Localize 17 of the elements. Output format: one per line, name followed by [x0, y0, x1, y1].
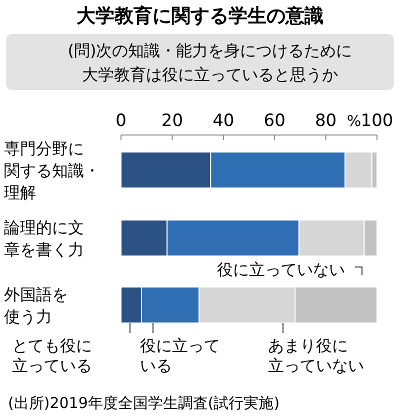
chart-subtitle: (問)次の知識・能力を身につけるために大学教育は役に立っていると思うか	[68, 41, 352, 84]
x-tick-label: 0	[116, 111, 126, 131]
x-tick-label: 60	[264, 111, 286, 131]
y-tick-label: 外国語を使う力	[4, 285, 68, 326]
x-tick-label: 40	[212, 111, 234, 131]
y-tick-label: 専門分野に関する知識・理解	[4, 139, 100, 202]
x-tick-label: 80	[314, 111, 337, 131]
text: (出所)2019年度全国学生調査(試行実施)	[8, 394, 280, 412]
chart-title: 大学教育に関する学生の意識	[76, 5, 324, 27]
x-axis-title: %	[346, 112, 362, 130]
x-tick-label: 20	[161, 111, 184, 131]
x-tick-label: 100	[360, 111, 394, 131]
series-label: 役に立っていない	[217, 260, 345, 279]
series-label: とても役に立っている	[12, 336, 92, 375]
y-tick-label: 論理的に文章を書く力	[4, 218, 84, 259]
series-label: あまり役に立っていない	[268, 336, 364, 375]
series-label: 役に立っている	[140, 336, 220, 375]
